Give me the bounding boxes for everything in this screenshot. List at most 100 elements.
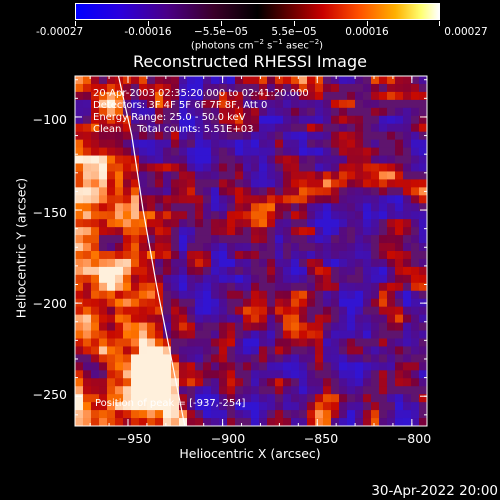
heatmap-cell [179, 330, 188, 339]
heatmap-cell [171, 99, 180, 109]
heatmap-cell [379, 306, 388, 316]
heatmap-cell [243, 346, 252, 355]
heatmap-cell [195, 171, 204, 180]
heatmap-cell [355, 298, 364, 308]
heatmap-cell [171, 298, 180, 308]
heatmap-cell [219, 290, 228, 300]
heatmap-cell [331, 290, 340, 300]
heatmap-cell [379, 362, 388, 371]
heatmap-cell [115, 99, 124, 109]
heatmap-cell [99, 394, 108, 403]
heatmap-cell [227, 123, 236, 133]
heatmap-cell [171, 211, 180, 220]
heatmap-cell [99, 346, 108, 355]
heatmap-cell [331, 83, 340, 93]
heatmap-cell [203, 266, 212, 276]
heatmap-cell [179, 370, 188, 379]
heatmap-cell [235, 322, 244, 331]
heatmap-cell [139, 243, 148, 252]
heatmap-cell [259, 290, 268, 300]
heatmap-cell [235, 418, 244, 427]
heatmap-cell [371, 362, 380, 371]
heatmap-cell [363, 91, 372, 101]
heatmap-cell [299, 227, 308, 236]
heatmap-cell [259, 131, 268, 141]
heatmap-cell [219, 354, 228, 363]
heatmap-cell [315, 76, 324, 85]
heatmap-cell [403, 227, 412, 236]
heatmap-cell [291, 282, 300, 292]
heatmap-cell [147, 99, 156, 109]
heatmap-cell [395, 123, 404, 133]
heatmap-cell [267, 203, 276, 212]
heatmap-cell [83, 155, 92, 164]
heatmap-cell [131, 370, 140, 379]
heatmap-cell [219, 83, 228, 93]
heatmap-cell [347, 107, 356, 117]
x-tick-label: −800 [396, 431, 432, 446]
heatmap-cell [155, 258, 164, 268]
heatmap-cell [123, 211, 132, 220]
heatmap-cell [323, 266, 332, 276]
heatmap-cell [243, 362, 252, 371]
heatmap-cell [411, 187, 420, 196]
heatmap-cell [203, 91, 212, 101]
heatmap-cell [291, 354, 300, 363]
heatmap-cell [187, 266, 196, 276]
heatmap-cell [171, 123, 180, 133]
heatmap-cell [275, 139, 284, 148]
heatmap-cell [243, 418, 252, 427]
heatmap-cell [171, 274, 180, 284]
heatmap-cell [123, 139, 132, 148]
heatmap-cell [203, 370, 212, 379]
heatmap-cell [211, 107, 220, 117]
heatmap-cell [363, 298, 372, 308]
heatmap-cell [211, 282, 220, 292]
heatmap-cell [291, 171, 300, 180]
heatmap-cell [219, 394, 228, 403]
heatmap-cell [235, 282, 244, 292]
heatmap-cell [99, 258, 108, 268]
heatmap-cell [219, 306, 228, 316]
heatmap-cell [291, 227, 300, 236]
heatmap-cell [251, 354, 260, 363]
heatmap-cell [331, 203, 340, 212]
heatmap-cell [187, 370, 196, 379]
heatmap-cell [219, 410, 228, 419]
heatmap-cell [419, 171, 428, 180]
heatmap-cell [123, 298, 132, 308]
heatmap-cell [123, 227, 132, 236]
heatmap-cell [291, 322, 300, 331]
heatmap-cell [227, 402, 236, 411]
heatmap-cell [299, 330, 308, 339]
heatmap-cell [379, 91, 388, 101]
heatmap-cell [395, 179, 404, 188]
heatmap-cell [83, 290, 92, 300]
heatmap-cell [259, 211, 268, 220]
heatmap-cell [267, 330, 276, 339]
heatmap-cell [275, 131, 284, 141]
heatmap-cell [387, 163, 396, 172]
heatmap-cell [147, 107, 156, 117]
colorbar-unit-label: (photons cm−2 s−1 asec−2) [190, 38, 324, 52]
heatmap-cell [267, 155, 276, 164]
heatmap-cell [179, 306, 188, 316]
heatmap-cell [115, 155, 124, 164]
heatmap-cell [347, 195, 356, 204]
heatmap-cell [139, 258, 148, 268]
heatmap-cell [387, 76, 396, 85]
heatmap-cell [283, 115, 292, 125]
heatmap-cell [243, 131, 252, 141]
heatmap-cell [403, 274, 412, 284]
heatmap-cell [339, 346, 348, 355]
heatmap-cell [347, 338, 356, 347]
heatmap-cell [411, 163, 420, 172]
heatmap-cell [179, 362, 188, 371]
heatmap-cell [339, 219, 348, 228]
heatmap-cell [259, 91, 268, 101]
heatmap-cell [419, 163, 428, 172]
heatmap-cell [243, 258, 252, 268]
heatmap-cell [299, 235, 308, 244]
heatmap-cell [259, 370, 268, 379]
heatmap-cell [331, 163, 340, 172]
